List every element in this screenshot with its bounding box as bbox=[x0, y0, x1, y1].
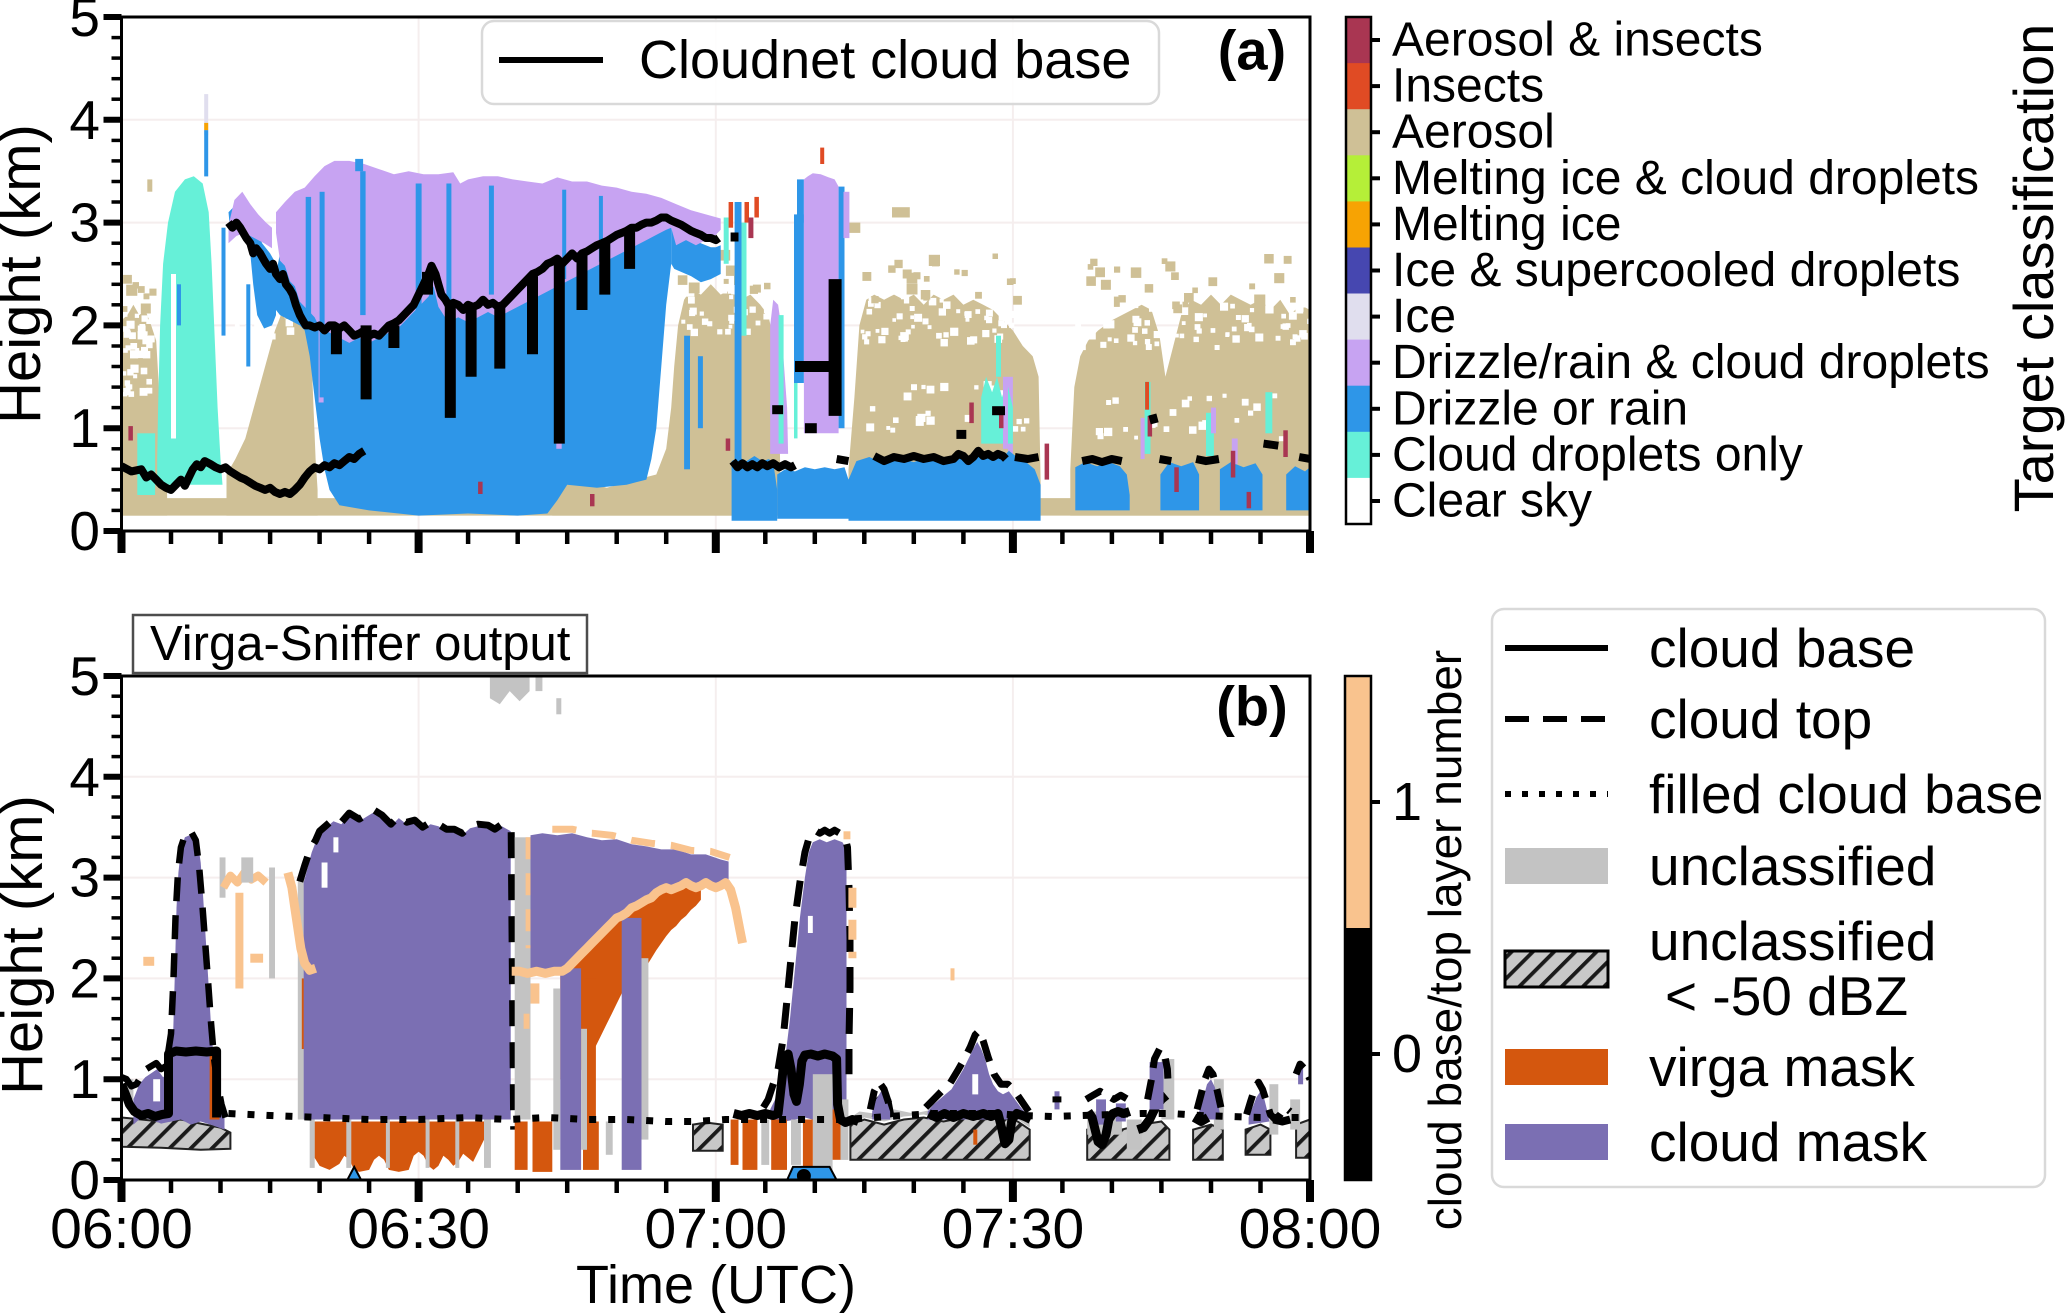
svg-text:Ice: Ice bbox=[1392, 290, 1456, 343]
svg-text:Drizzle/rain & cloud droplets: Drizzle/rain & cloud droplets bbox=[1392, 336, 1990, 389]
svg-text:0: 0 bbox=[69, 500, 100, 562]
svg-text:06:00: 06:00 bbox=[50, 1197, 193, 1261]
svg-text:1: 1 bbox=[1392, 772, 1422, 832]
svg-text:(a): (a) bbox=[1218, 19, 1286, 82]
svg-text:0: 0 bbox=[69, 1149, 100, 1211]
svg-text:07:30: 07:30 bbox=[942, 1197, 1085, 1261]
svg-text:Target classification: Target classification bbox=[2002, 24, 2065, 513]
svg-text:< -50 dBZ: < -50 dBZ bbox=[1665, 965, 1908, 1027]
svg-text:08:00: 08:00 bbox=[1239, 1197, 1382, 1261]
svg-text:Drizzle or rain: Drizzle or rain bbox=[1392, 382, 1688, 435]
svg-text:unclassified: unclassified bbox=[1649, 835, 1936, 897]
svg-text:Ice & supercooled droplets: Ice & supercooled droplets bbox=[1392, 244, 1960, 297]
svg-text:Cloudnet cloud base: Cloudnet cloud base bbox=[639, 30, 1131, 90]
svg-text:1: 1 bbox=[69, 1048, 100, 1110]
svg-text:1: 1 bbox=[69, 397, 100, 459]
svg-text:cloud base: cloud base bbox=[1649, 617, 1915, 679]
svg-text:5: 5 bbox=[69, 645, 100, 707]
svg-text:Aerosol: Aerosol bbox=[1392, 106, 1555, 159]
svg-text:07:00: 07:00 bbox=[644, 1197, 787, 1261]
svg-text:3: 3 bbox=[69, 192, 100, 254]
svg-text:cloud base/top layer number: cloud base/top layer number bbox=[1419, 650, 1471, 1230]
svg-text:4: 4 bbox=[69, 746, 100, 808]
svg-text:Virga-Sniffer output: Virga-Sniffer output bbox=[150, 617, 571, 671]
svg-text:Aerosol & insects: Aerosol & insects bbox=[1392, 14, 1763, 67]
svg-text:Time (UTC): Time (UTC) bbox=[576, 1255, 856, 1313]
svg-text:Melting ice & cloud droplets: Melting ice & cloud droplets bbox=[1392, 152, 1979, 205]
svg-text:3: 3 bbox=[69, 847, 100, 909]
svg-text:cloud mask: cloud mask bbox=[1649, 1111, 1928, 1173]
svg-text:0: 0 bbox=[1392, 1024, 1422, 1084]
svg-text:filled cloud base: filled cloud base bbox=[1649, 763, 2043, 825]
svg-text:Melting ice: Melting ice bbox=[1392, 198, 1621, 251]
svg-text:Insects: Insects bbox=[1392, 60, 1544, 113]
svg-text:5: 5 bbox=[69, 0, 100, 48]
svg-text:06:30: 06:30 bbox=[347, 1197, 490, 1261]
svg-text:cloud top: cloud top bbox=[1649, 688, 1872, 750]
svg-text:4: 4 bbox=[69, 89, 100, 151]
svg-text:Height (km): Height (km) bbox=[0, 124, 53, 424]
svg-text:2: 2 bbox=[69, 294, 100, 356]
svg-text:unclassified: unclassified bbox=[1649, 910, 1936, 972]
svg-text:virga mask: virga mask bbox=[1649, 1036, 1915, 1098]
svg-text:Clear sky: Clear sky bbox=[1392, 475, 1592, 528]
svg-text:Cloud droplets only: Cloud droplets only bbox=[1392, 428, 1803, 481]
svg-text:(b): (b) bbox=[1216, 675, 1288, 738]
svg-text:Height (km): Height (km) bbox=[0, 795, 55, 1095]
svg-text:2: 2 bbox=[69, 947, 100, 1009]
